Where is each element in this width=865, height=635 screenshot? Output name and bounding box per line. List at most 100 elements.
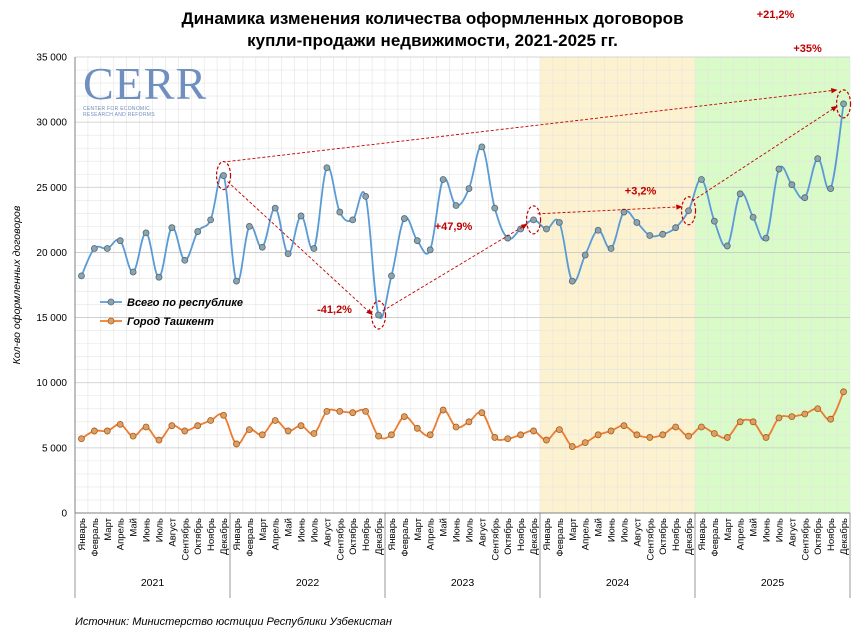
highlight-ellipse bbox=[215, 160, 232, 191]
data-point-national bbox=[749, 213, 757, 221]
x-tick-label: Август bbox=[787, 517, 798, 546]
data-point-national bbox=[310, 245, 318, 252]
legend-marker-national bbox=[107, 298, 115, 306]
data-point-national bbox=[400, 215, 408, 222]
data-point-tashkent bbox=[827, 415, 835, 423]
data-point-national bbox=[827, 185, 835, 192]
data-point-tashkent bbox=[775, 414, 783, 422]
data-point-national bbox=[103, 245, 111, 252]
data-point-national bbox=[349, 216, 357, 224]
x-tick-label: Август bbox=[477, 517, 488, 546]
x-tick-label: Октябрь bbox=[348, 518, 359, 555]
data-point-national bbox=[530, 216, 537, 224]
data-point-tashkent bbox=[258, 431, 266, 439]
data-point-national bbox=[620, 208, 628, 216]
data-point-tashkent bbox=[504, 435, 512, 443]
data-point-tashkent bbox=[388, 431, 395, 439]
year-label: 2021 bbox=[141, 577, 165, 589]
highlight-ellipse bbox=[370, 300, 387, 330]
data-point-tashkent bbox=[194, 422, 202, 430]
x-tick-label: Июль bbox=[309, 518, 320, 542]
data-point-national bbox=[762, 234, 770, 242]
data-point-tashkent bbox=[155, 436, 163, 444]
data-point-tashkent bbox=[646, 434, 654, 441]
data-point-national bbox=[581, 251, 589, 259]
x-tick-label: Февраль bbox=[245, 518, 256, 557]
data-point-tashkent bbox=[323, 407, 331, 415]
x-tick-label: Ноябрь bbox=[361, 518, 372, 551]
data-point-tashkent bbox=[581, 439, 589, 447]
annotation-label: +35% bbox=[793, 43, 822, 55]
data-point-tashkent bbox=[517, 431, 525, 439]
highlight-ellipse bbox=[525, 205, 542, 235]
data-point-national bbox=[362, 193, 370, 200]
year-label: 2025 bbox=[761, 577, 785, 589]
x-tick-label: Февраль bbox=[90, 518, 101, 557]
data-point-national bbox=[323, 164, 331, 172]
x-tick-label: Август bbox=[167, 517, 178, 546]
x-tick-label: Апрель bbox=[581, 518, 592, 550]
arrow-2024-2025 bbox=[692, 105, 838, 202]
x-tick-label: Апрель bbox=[426, 518, 437, 550]
chart-title-line-2: купли-продажи недвижимости, 2021-2025 гг… bbox=[247, 31, 618, 50]
x-tick-label: Ноябрь bbox=[826, 518, 837, 551]
data-point-tashkent bbox=[607, 427, 615, 435]
data-point-tashkent bbox=[245, 426, 253, 434]
data-point-tashkent bbox=[672, 423, 680, 431]
x-tick-label: Февраль bbox=[555, 518, 566, 557]
data-point-tashkent bbox=[685, 432, 692, 440]
data-point-tashkent bbox=[710, 430, 718, 437]
x-tick-label: Июль bbox=[464, 518, 475, 542]
y-tick-label: 20 000 bbox=[36, 248, 67, 259]
annotation-label: +47,9% bbox=[435, 221, 473, 233]
data-point-national bbox=[517, 225, 525, 233]
data-point-national bbox=[271, 204, 279, 212]
data-point-tashkent bbox=[116, 421, 124, 428]
data-point-tashkent bbox=[142, 423, 150, 431]
x-tick-label: Март bbox=[103, 517, 114, 540]
data-point-tashkent bbox=[801, 410, 809, 418]
data-point-national bbox=[543, 225, 550, 233]
x-tick-label: Апрель bbox=[116, 518, 127, 550]
x-tick-label: Январь bbox=[232, 518, 243, 551]
data-point-national bbox=[233, 277, 240, 285]
data-point-national bbox=[478, 143, 486, 151]
x-tick-label: Август bbox=[632, 517, 643, 546]
y-tick-label: 15 000 bbox=[36, 313, 67, 324]
data-point-tashkent bbox=[452, 423, 460, 431]
data-point-national bbox=[168, 224, 176, 232]
data-point-tashkent bbox=[220, 411, 227, 419]
data-point-national bbox=[90, 245, 98, 252]
x-tick-label: Январь bbox=[387, 518, 398, 551]
data-point-tashkent bbox=[362, 407, 370, 415]
data-point-tashkent bbox=[207, 417, 215, 424]
chart-title-line-1: Динамика изменения количества оформленны… bbox=[181, 9, 684, 28]
x-tick-label: Октябрь bbox=[193, 518, 204, 555]
arrow-2023-2024 bbox=[537, 204, 683, 215]
legend-marker-tashkent bbox=[107, 317, 115, 325]
data-point-tashkent bbox=[491, 434, 499, 441]
data-point-tashkent bbox=[555, 426, 563, 434]
data-point-tashkent bbox=[90, 427, 98, 435]
data-point-tashkent bbox=[788, 413, 796, 420]
x-tick-label: Февраль bbox=[710, 518, 721, 557]
data-point-tashkent bbox=[659, 431, 667, 439]
data-point-national bbox=[491, 204, 499, 212]
data-point-tashkent bbox=[336, 407, 344, 415]
x-tick-label: Ноябрь bbox=[671, 518, 682, 551]
data-point-national bbox=[258, 243, 266, 251]
data-point-national bbox=[633, 219, 641, 226]
x-tick-label: Сентябрь bbox=[180, 518, 191, 561]
x-tick-label: Декабрь bbox=[374, 518, 385, 555]
x-tick-label: Июнь bbox=[452, 518, 463, 542]
data-point-national bbox=[78, 272, 85, 280]
x-tick-label: Январь bbox=[77, 518, 88, 551]
data-point-tashkent bbox=[129, 432, 137, 440]
y-tick-label: 35 000 bbox=[36, 53, 67, 64]
y-tick-label: 0 bbox=[61, 509, 67, 520]
x-tick-label: Июль bbox=[774, 518, 785, 542]
x-tick-label: Сентябрь bbox=[800, 518, 811, 561]
data-point-tashkent bbox=[439, 406, 447, 414]
data-point-national bbox=[375, 311, 382, 319]
